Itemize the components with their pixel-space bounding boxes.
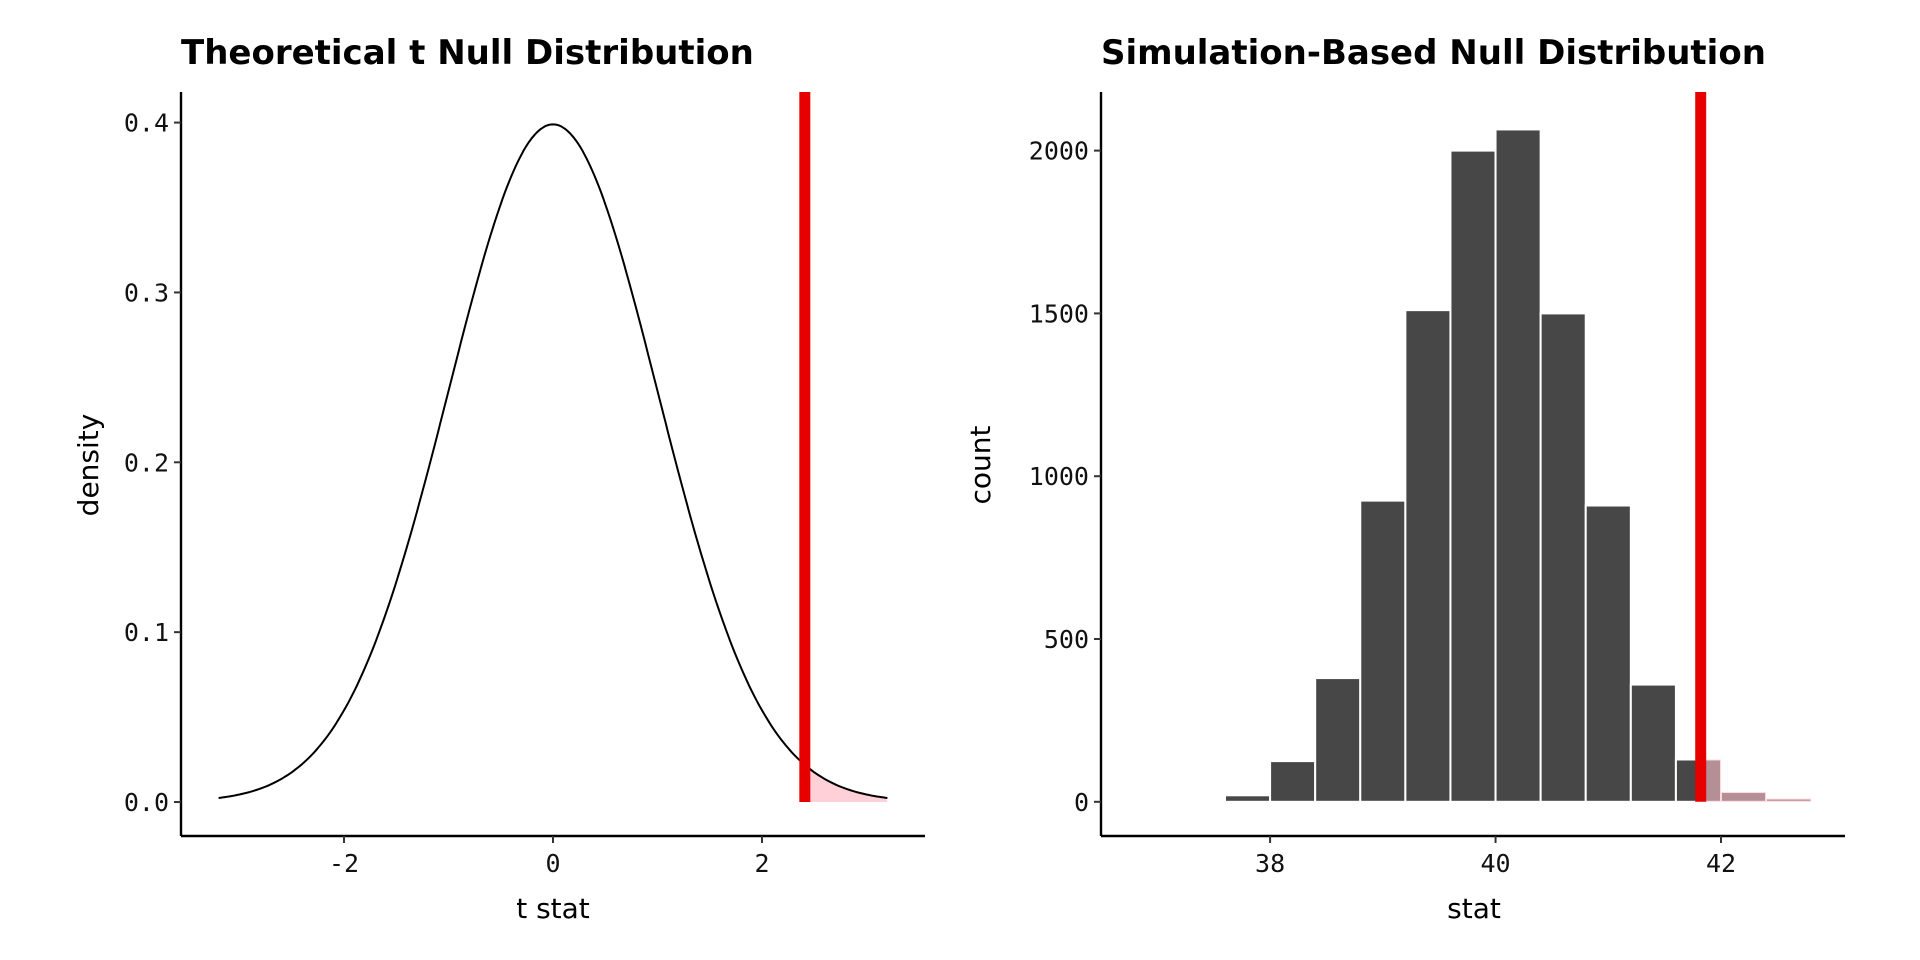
y-tick-label: 2000 [1029, 137, 1089, 166]
histogram-bar [1314, 677, 1362, 803]
y-tick-label: 1000 [1029, 462, 1089, 491]
histogram-bar [1584, 504, 1632, 803]
chart-title: Theoretical t Null Distribution [181, 33, 754, 73]
histogram-bar [1539, 312, 1587, 803]
x-axis-title: t stat [516, 892, 590, 925]
y-tick-label: 1500 [1029, 299, 1089, 328]
y-tick-label: 0.2 [124, 448, 169, 477]
theoretical-panel: Theoretical t Null Distribution t stat d… [72, 33, 925, 925]
x-tick-label: 42 [1706, 849, 1736, 878]
x-tick-label: -2 [329, 849, 359, 878]
x-axis-title: stat [1447, 892, 1501, 925]
histogram-bar [1449, 149, 1497, 803]
chart-title: Simulation-Based Null Distribution [1101, 33, 1766, 73]
y-tick-label: 0.1 [124, 618, 169, 647]
x-tick-label: 38 [1255, 849, 1285, 878]
y-tick-label: 0 [1074, 788, 1089, 817]
shaded-tail-area [804, 764, 888, 803]
density-curve [218, 123, 888, 799]
histogram-bar [1404, 309, 1452, 803]
shaded-tail-bar [1721, 792, 1767, 802]
simulation-panel: Simulation-Based Null Distribution stat … [964, 33, 1845, 925]
histogram-bar [1629, 683, 1677, 803]
x-tick-label: 40 [1480, 849, 1510, 878]
y-axis-title: density [72, 414, 105, 517]
x-tick-label: 2 [754, 849, 769, 878]
histogram-bar [1359, 499, 1407, 803]
x-tick-label: 0 [545, 849, 560, 878]
y-axis-title: count [964, 425, 997, 504]
y-tick-label: 500 [1044, 625, 1089, 654]
histogram-bar [1224, 794, 1272, 803]
histogram-bar [1269, 760, 1317, 803]
y-tick-label: 0.4 [124, 109, 169, 138]
y-tick-label: 0.0 [124, 788, 169, 817]
histogram-bar [1494, 128, 1542, 803]
y-tick-label: 0.3 [124, 278, 169, 307]
shaded-tail-bar [1766, 798, 1812, 802]
